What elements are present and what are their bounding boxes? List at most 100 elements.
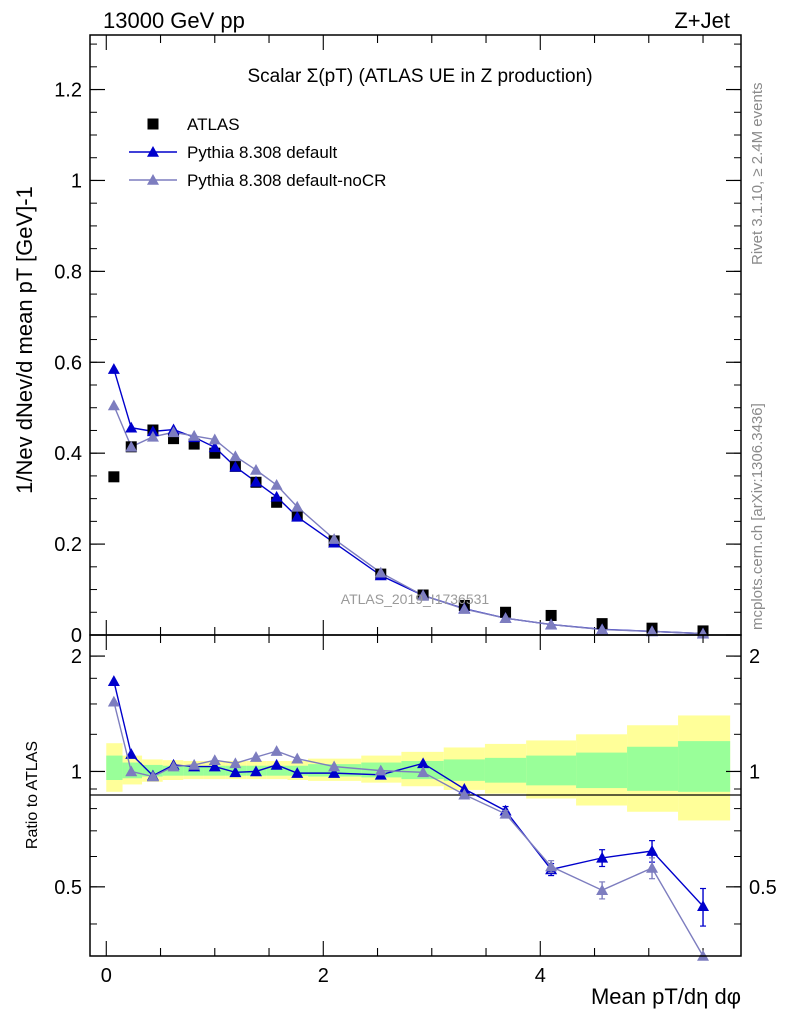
atlas-data-point: [108, 471, 120, 483]
pythia-nocr-point: [125, 440, 138, 452]
pythia-default-point: [291, 510, 304, 522]
ratio-default-point: [107, 675, 120, 686]
legend-marker: [147, 174, 159, 185]
ratio-series: [107, 675, 710, 961]
ratio-nocr-point: [545, 860, 558, 872]
ratio-nocr-point: [291, 752, 304, 764]
ratio-nocr-point: [167, 760, 180, 772]
ratio-tick-label-right: 1: [749, 761, 760, 783]
pythia-nocr-point: [188, 429, 201, 441]
atlas-data-point: [168, 433, 180, 445]
pythia-nocr-point: [146, 430, 159, 442]
ratio-nocr-point: [270, 745, 283, 756]
ratio-default-point: [328, 767, 341, 778]
pythia-default-point: [208, 441, 221, 453]
ratio-default-point: [697, 900, 710, 912]
main-axes: 0 0.2 0.4 0.6 0.8 1 1.2: [54, 35, 741, 647]
x-tick-label: 0: [101, 965, 112, 987]
pythia-nocr-point: [596, 623, 609, 635]
inner-band: [266, 765, 288, 776]
y-tick-label: 0: [71, 625, 82, 647]
pythia-nocr-point: [374, 566, 387, 578]
ratio-nocr-point: [374, 764, 387, 776]
y-tick-label: 1: [71, 170, 82, 192]
ratio-default-point: [458, 782, 471, 794]
ratio-nocr-point: [250, 751, 263, 762]
pythia-nocr-point: [545, 618, 558, 630]
ratio-default-point: [417, 757, 430, 769]
y-tick-label: 0.6: [54, 352, 82, 374]
legend-label: Pythia 8.308 default: [187, 143, 338, 162]
atlas-data-point: [545, 609, 557, 621]
inner-band: [678, 741, 731, 792]
inner-band: [484, 757, 527, 783]
x-tick-label: 2: [318, 965, 329, 987]
ratio-tick-label-right: 0.5: [749, 877, 777, 899]
ratio-nocr-point: [499, 807, 512, 819]
atlas-data-point: [209, 447, 221, 459]
ratio-panel: 0 2 4 0.5 0.5 1 1 2 2 Ratio to ATLAS Mean pT/dη …: [24, 634, 777, 1009]
mcplots-reference-text: mcplots.cern.ch [arXiv:1306.3436]: [749, 403, 766, 630]
legend-label: ATLAS: [187, 115, 240, 134]
ratio-default-point: [229, 766, 242, 778]
ratio-nocr-point: [188, 758, 201, 770]
ratio-default-point: [125, 748, 138, 759]
pythia-default-point: [125, 421, 138, 433]
ratio-nocr-point: [417, 766, 430, 778]
pythia-nocr-point: [208, 433, 221, 445]
pythia-nocr-point: [107, 399, 120, 411]
rivet-version-text: Rivet 3.1.10, ≥ 2.4M events: [749, 83, 766, 266]
y-tick-label: 0.4: [54, 443, 82, 465]
pythia-nocr-point: [328, 533, 341, 544]
ratio-nocr-point: [328, 760, 341, 772]
ratio-y-axis-label: Ratio to ATLAS: [24, 741, 41, 849]
ratio-nocr-point: [596, 884, 609, 895]
pythia-default-point: [270, 490, 283, 502]
inner-band: [627, 746, 679, 791]
pythia-nocr-point: [646, 625, 659, 637]
watermark: ATLAS_2019_I1736531: [341, 591, 490, 607]
ratio-default-point: [208, 760, 221, 772]
pythia-default-point: [146, 425, 159, 437]
ratio-nocr-point: [107, 695, 120, 707]
legend-marker: [147, 146, 159, 157]
y-tick-label: 1.2: [54, 80, 82, 102]
ratio-tick-label-right: 2: [749, 646, 760, 668]
atlas-data-point: [188, 438, 200, 450]
ratio-uncertainty-bands: [106, 715, 731, 821]
ratio-nocr-point: [125, 765, 138, 777]
legend-marker-atlas: [147, 118, 159, 130]
header-left: 13000 GeV pp: [103, 8, 245, 33]
ratio-nocr-point: [458, 788, 471, 800]
ratio-nocr-point: [208, 754, 221, 765]
legend-label: Pythia 8.308 default-noCR: [187, 171, 386, 190]
pythia-nocr-point: [291, 500, 304, 512]
main-panel: 0 0.2 0.4 0.6 0.8 1 1.2 Scalar Σ(pT) (ATLAS UE…: [12, 34, 742, 647]
main-y-axis-label: 1/Nev dNev/d mean pT [GeV]-1: [12, 186, 37, 494]
ratio-tick-label: 0.5: [54, 877, 82, 899]
ratio-tick-label: 1: [71, 761, 82, 783]
y-tick-label: 0.2: [54, 534, 82, 556]
ratio-nocr-point: [146, 770, 159, 782]
y-tick-label: 0.8: [54, 261, 82, 283]
inner-band: [443, 759, 485, 781]
pythia-default-point: [250, 475, 263, 487]
legend: ATLAS Pythia 8.308 default Pythia 8.308 de…: [129, 115, 386, 190]
inner-band: [106, 755, 123, 780]
ratio-default-point: [250, 765, 263, 777]
x-tick-label: 4: [535, 965, 546, 987]
atlas-data-point: [271, 496, 283, 508]
header-right: Z+Jet: [674, 8, 730, 33]
ratio-nocr-point: [229, 757, 242, 769]
ratio-tick-label: 2: [71, 646, 82, 668]
pythia-default-point: [229, 460, 242, 472]
main-title: Scalar Σ(pT) (ATLAS UE in Z production): [247, 66, 592, 87]
ratio-default-point: [646, 845, 659, 856]
pythia-nocr-point: [417, 589, 430, 601]
pythia-nocr-point: [250, 464, 263, 475]
ratio-default-point: [270, 758, 283, 770]
inner-band: [576, 752, 628, 789]
x-axis-label: Mean pT/dη dφ: [591, 984, 741, 1009]
ratio-default-point: [596, 851, 609, 863]
